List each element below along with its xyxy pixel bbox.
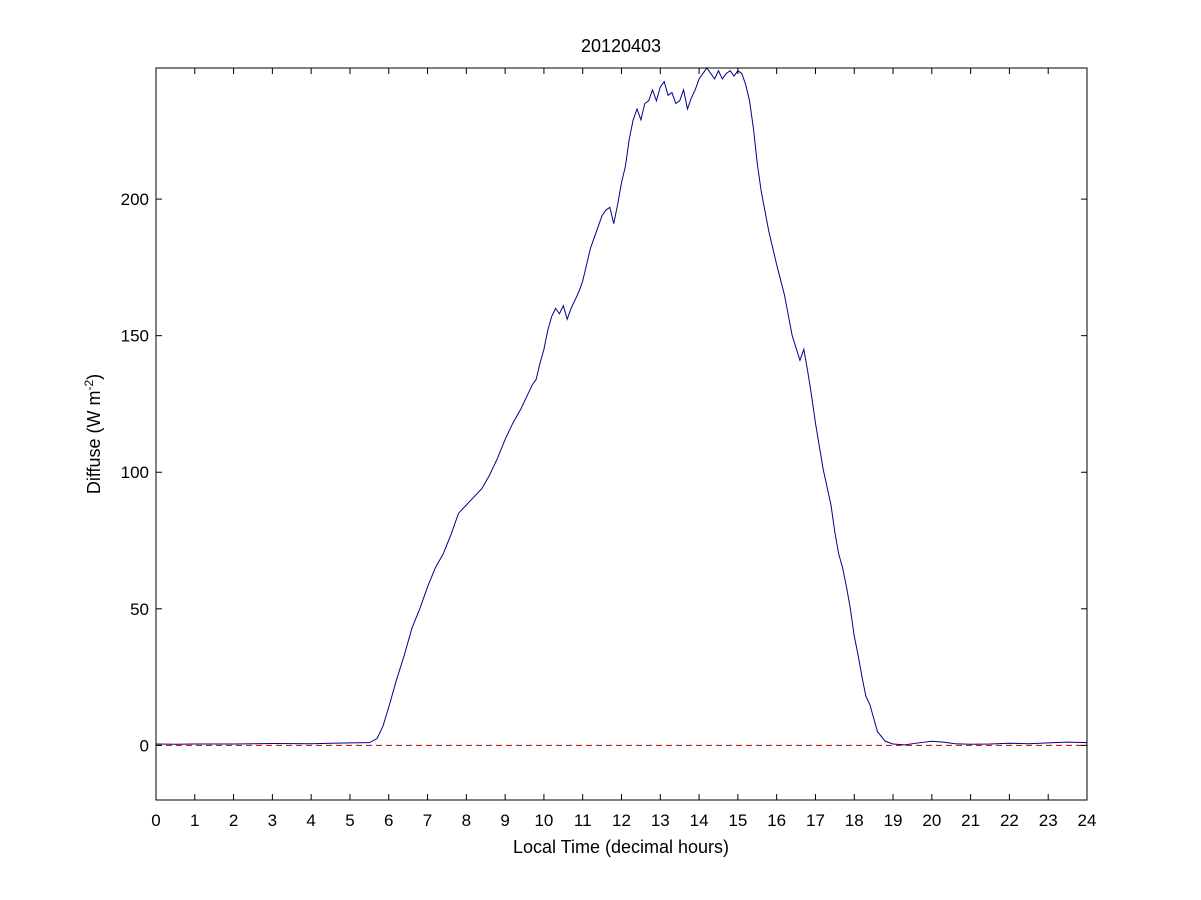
x-tick-label: 18 xyxy=(845,811,864,830)
x-tick-label: 14 xyxy=(690,811,709,830)
x-tick-label: 6 xyxy=(384,811,393,830)
plot-frame xyxy=(155,67,1088,801)
x-tick-label: 16 xyxy=(767,811,786,830)
x-tick-label: 20 xyxy=(922,811,941,830)
x-tick-label: 7 xyxy=(423,811,432,830)
x-tick-label: 17 xyxy=(806,811,825,830)
y-axis-title-main: Diffuse (W m xyxy=(84,390,104,494)
chart-title: 20120403 xyxy=(581,36,661,56)
x-tick-label: 4 xyxy=(306,811,315,830)
x-tick-label: 1 xyxy=(190,811,199,830)
axis-ticks xyxy=(155,68,1088,800)
y-tick-label: 50 xyxy=(130,600,149,619)
x-tick-label: 13 xyxy=(651,811,670,830)
x-tick-label: 12 xyxy=(612,811,631,830)
y-axis-title-end: ) xyxy=(84,374,104,380)
y-axis-title: Diffuse (W m-2) xyxy=(82,374,104,494)
x-tick-label: 11 xyxy=(574,811,592,830)
x-tick-label: 23 xyxy=(1039,811,1058,830)
x-tick-labels: 0 1 2 3 4 5 6 7 8 9 10 11 12 13 14 15 16 17 18 19 20 21 22 23 24 xyxy=(151,811,1096,830)
x-axis-title: Local Time (decimal hours) xyxy=(513,837,729,857)
x-tick-label: 22 xyxy=(1000,811,1019,830)
x-tick-label: 9 xyxy=(500,811,509,830)
x-tick-label: 0 xyxy=(151,811,160,830)
y-tick-label: 200 xyxy=(121,190,149,209)
y-tick-label: 0 xyxy=(140,736,149,755)
plot-area xyxy=(156,68,1087,800)
x-tick-label: 10 xyxy=(534,811,553,830)
x-tick-label: 5 xyxy=(345,811,354,830)
y-axis-title-superscript: -2 xyxy=(82,379,96,390)
x-tick-label: 19 xyxy=(884,811,903,830)
x-tick-label: 8 xyxy=(462,811,471,830)
y-tick-labels: 0 50 100 150 200 xyxy=(121,190,149,755)
y-tick-label: 150 xyxy=(121,327,149,346)
x-tick-label: 15 xyxy=(728,811,747,830)
y-tick-label: 100 xyxy=(121,463,149,482)
series-line-diffuse xyxy=(155,67,1088,746)
x-tick-label: 24 xyxy=(1078,811,1097,830)
x-tick-label: 3 xyxy=(268,811,277,830)
x-tick-label: 21 xyxy=(961,811,980,830)
chart-marks xyxy=(155,67,1088,746)
x-tick-label: 2 xyxy=(229,811,238,830)
